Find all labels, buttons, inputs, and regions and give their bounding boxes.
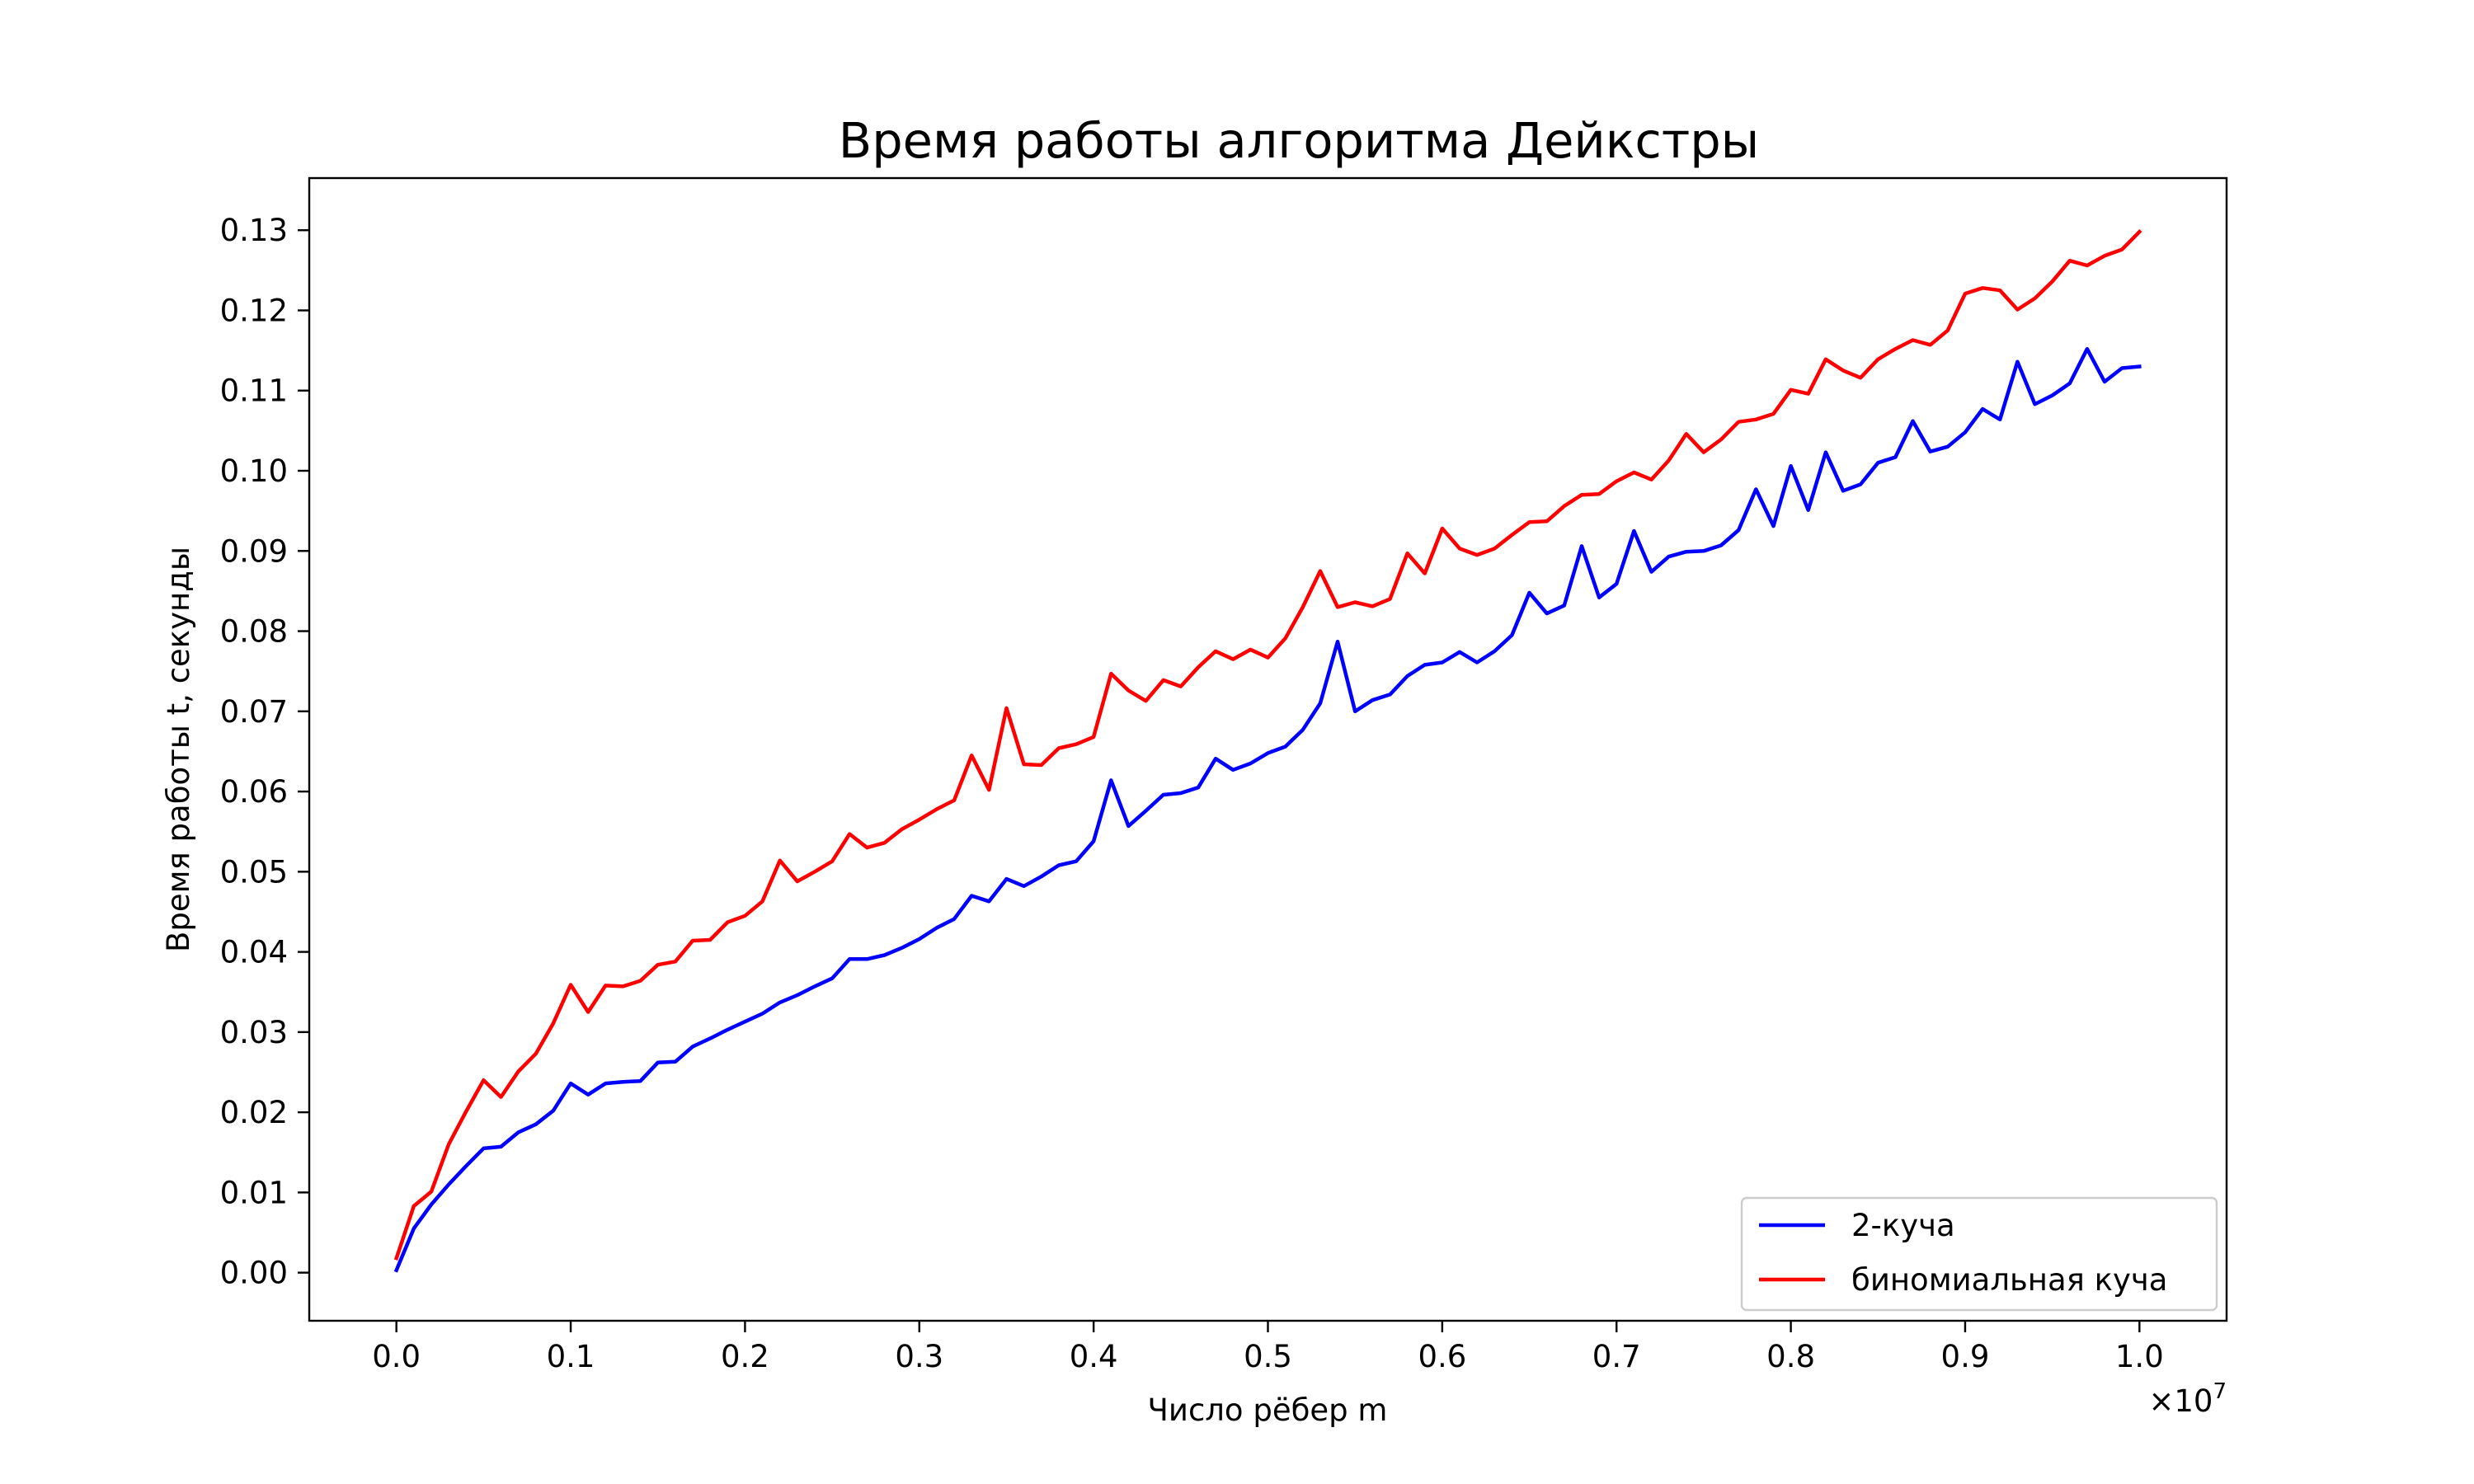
x-tick-label: 0.8 (1766, 1339, 1815, 1374)
y-tick-label: 0.13 (220, 213, 288, 248)
x-tick-label: 0.0 (372, 1339, 421, 1374)
x-axis: 0.0 0.1 0.2 0.3 0.4 0.5 0.6 0.7 0.8 0.9 1.0 (372, 1321, 2164, 1374)
chart-title: Время работы алгоритма Дейкстры (839, 112, 1760, 169)
y-axis-label: Время работы t, секунды (161, 547, 196, 952)
y-tick-label: 0.11 (220, 373, 288, 409)
x-tick-label: 1.0 (2115, 1339, 2164, 1374)
x-tick-label: 0.1 (547, 1339, 595, 1374)
y-tick-label: 0.09 (220, 533, 288, 569)
y-tick-label: 0.12 (220, 293, 288, 328)
y-tick-label: 0.03 (220, 1015, 288, 1050)
x-tick-label: 0.7 (1592, 1339, 1641, 1374)
y-tick-label: 0.08 (220, 614, 288, 650)
y-tick-label: 0.06 (220, 774, 288, 810)
legend-label-2-heap: 2-куча (1851, 1208, 1955, 1243)
axes-background (309, 178, 2227, 1321)
legend: 2-куча биномиальная куча (1740, 1196, 2218, 1312)
x-tick-label: 0.5 (1244, 1339, 1292, 1374)
x-tick-label: 0.4 (1070, 1339, 1118, 1374)
series-layer (393, 229, 2142, 1273)
x-axis-offset-exponent: 7 (2213, 1379, 2227, 1404)
plot-area: 0.0 0.1 0.2 0.3 0.4 0.5 0.6 0.7 0.8 0.9 1.0 0.000.… (220, 176, 2228, 1374)
x-tick-label: 0.3 (895, 1339, 943, 1374)
y-tick-label: 0.01 (220, 1175, 288, 1210)
y-axis: 0.00 0.01 0.02 0.03 0.04 0.05 0.06 0.07 0.08 0.09… (220, 213, 309, 1291)
y-tick-label: 0.07 (220, 694, 288, 730)
y-tick-label: 0.04 (220, 935, 288, 970)
legend-box (1740, 1196, 2218, 1312)
x-tick-label: 0.6 (1418, 1339, 1466, 1374)
x-tick-label: 0.9 (1941, 1339, 1990, 1374)
x-axis-label: Число рёбер m (1148, 1392, 1388, 1428)
legend-label-binomial-heap: биномиальная куча (1851, 1262, 2167, 1298)
x-tick-label: 0.2 (721, 1339, 769, 1374)
y-tick-label: 0.00 (220, 1256, 288, 1291)
x-axis-offset-label: ×107 (2148, 1379, 2227, 1419)
series-line-2-heap (393, 346, 2142, 1273)
y-tick-label: 0.05 (220, 854, 288, 890)
y-tick-label: 0.02 (220, 1095, 288, 1130)
series-line-binomial-heap (393, 229, 2142, 1261)
y-tick-label: 0.10 (220, 453, 288, 489)
